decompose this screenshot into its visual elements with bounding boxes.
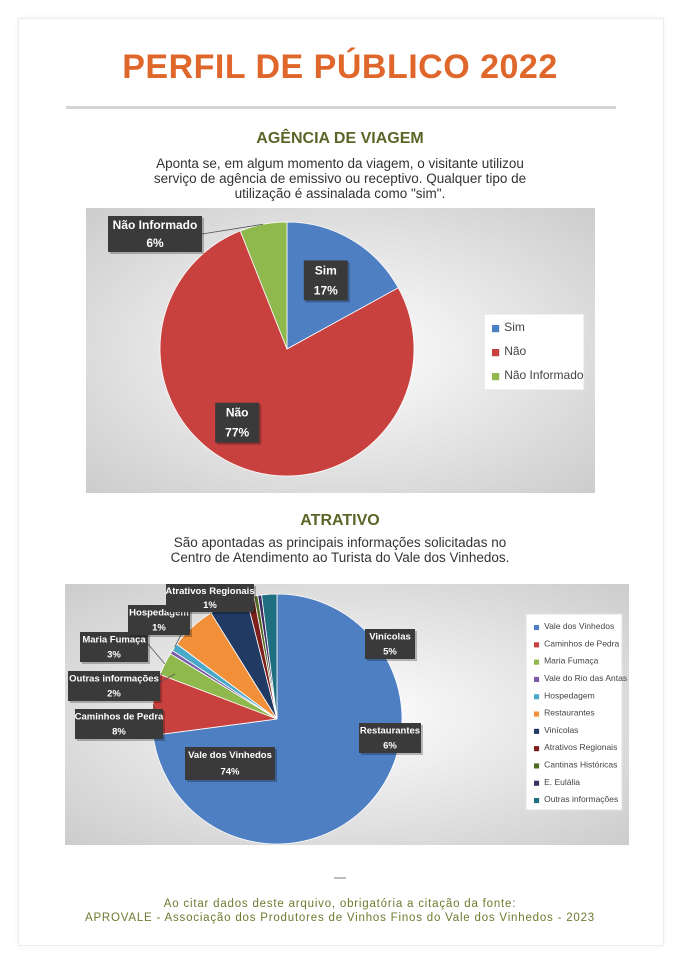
svg-text:Outras informações: Outras informações xyxy=(544,794,618,804)
svg-text:6%: 6% xyxy=(146,236,164,250)
pie-slice-vale-dos-vinhedos xyxy=(152,593,403,845)
legend-item-nao: Não xyxy=(492,344,527,358)
svg-text:8%: 8% xyxy=(112,726,126,737)
svg-text:77%: 77% xyxy=(225,426,249,440)
svg-text:Vinícolas: Vinícolas xyxy=(369,631,411,642)
legend-item-hospedagem: Hospedagem xyxy=(534,690,595,700)
chart-legend: Sim Não Não Informado xyxy=(483,313,585,391)
svg-text:Hospedagem: Hospedagem xyxy=(129,607,189,618)
svg-text:Atrativos Regionais: Atrativos Regionais xyxy=(165,586,254,597)
section1-description: Aponta se, em algum momento da viagem, o… xyxy=(110,156,570,201)
legend-item-caminhos-de-pedra: Caminhos de Pedra xyxy=(534,638,619,648)
data-label-outras-informacoes: Outras informações 2% xyxy=(68,671,176,703)
svg-text:1%: 1% xyxy=(203,600,217,611)
chart-agencia: Sim 17% Não 77% Não Informado 6% Sim Não Não Inf… xyxy=(86,208,595,493)
svg-text:Outras informações: Outras informações xyxy=(69,673,159,684)
svg-text:Vale do Rio das Antas: Vale do Rio das Antas xyxy=(544,673,627,683)
data-label-atrativos-regionais: Atrativos Regionais 1% xyxy=(165,584,256,614)
data-label-nao-informado: Não Informado 6% xyxy=(108,216,264,254)
section1-heading: AGÊNCIA DE VIAGEM xyxy=(256,130,424,147)
legend-item-sim: Sim xyxy=(492,320,525,334)
data-label-sim: Sim 17% xyxy=(303,260,350,303)
svg-text:Vale dos Vinhedos: Vale dos Vinhedos xyxy=(544,621,614,631)
svg-text:Sim: Sim xyxy=(504,320,525,334)
data-label-caminhos-de-pedra: Caminhos de Pedra 8% xyxy=(75,704,165,741)
legend-item-vale-do-rio-das-antas: Vale do Rio das Antas xyxy=(534,673,627,683)
svg-text:Maria Fumaça: Maria Fumaça xyxy=(544,656,599,666)
svg-text:Atrativos Regionais: Atrativos Regionais xyxy=(544,742,617,752)
section1-description-line: Aponta se, em algum momento da viagem, o… xyxy=(156,156,524,171)
svg-text:Sim: Sim xyxy=(315,263,337,277)
footer-source: APROVALE - Associação dos Produtores de … xyxy=(84,912,595,924)
svg-text:Vinícolas: Vinícolas xyxy=(544,725,578,735)
section2-description-line: Centro de Atendimento ao Turista do Vale… xyxy=(170,550,510,565)
data-label-nao: Não 77% xyxy=(215,402,262,445)
section1-description-line: utilização é assinalada como "sim". xyxy=(234,186,446,201)
svg-text:1%: 1% xyxy=(152,622,166,633)
svg-text:3%: 3% xyxy=(107,649,121,660)
svg-text:Restaurantes: Restaurantes xyxy=(544,708,595,718)
svg-text:Não Informado: Não Informado xyxy=(113,218,198,232)
chart-atrativo-svg: Vale dos Vinhedos 74% Restaurantes 6% Viníco… xyxy=(65,584,629,845)
svg-text:Caminhos de Pedra: Caminhos de Pedra xyxy=(75,711,164,722)
legend-item-vinicolas: Vinícolas xyxy=(534,725,578,735)
svg-text:Restaurantes: Restaurantes xyxy=(360,725,420,736)
section2-description: São apontadas as principais informações … xyxy=(110,535,570,565)
footer-dash xyxy=(334,877,346,879)
title-divider xyxy=(66,106,616,109)
legend-item-outras-informacoes: Outras informações xyxy=(534,794,618,804)
section1-description-line: serviço de agência de emissivo ou recept… xyxy=(153,171,527,186)
svg-text:Cantinas Históricas: Cantinas Históricas xyxy=(544,760,617,770)
svg-text:E. Eulália: E. Eulália xyxy=(544,777,580,787)
svg-text:Não: Não xyxy=(226,406,249,420)
svg-text:Não Informado: Não Informado xyxy=(504,368,584,382)
svg-text:2%: 2% xyxy=(107,688,121,699)
data-label-vinicolas: Vinícolas 5% xyxy=(365,629,417,661)
svg-text:Vale dos Vinhedos: Vale dos Vinhedos xyxy=(188,750,272,761)
page-frame xyxy=(18,18,664,946)
data-label-restaurantes: Restaurantes 6% xyxy=(359,723,423,755)
svg-text:6%: 6% xyxy=(383,740,397,751)
pie-slice-outras-informacoes xyxy=(261,593,278,720)
chart-atrativo: Vale dos Vinhedos 74% Restaurantes 6% Viníco… xyxy=(65,584,629,845)
page-title: PERFIL DE PÚBLICO 2022 xyxy=(122,48,558,86)
data-label-maria-fumaca: Maria Fumaça 3% xyxy=(80,632,166,665)
svg-text:Maria Fumaça: Maria Fumaça xyxy=(82,634,146,645)
legend-item-maria-fumaca: Maria Fumaça xyxy=(534,656,599,666)
svg-text:Não: Não xyxy=(504,344,526,358)
svg-text:74%: 74% xyxy=(220,767,240,778)
section2-heading: ATRATIVO xyxy=(300,512,380,529)
footer-citation: Ao citar dados deste arquivo, obrigatóri… xyxy=(163,898,517,910)
section2-description-line: São apontadas as principais informações … xyxy=(173,535,507,550)
legend-item-nao-informado: Não Informado xyxy=(492,368,584,382)
svg-text:Caminhos de Pedra: Caminhos de Pedra xyxy=(544,638,619,648)
svg-text:17%: 17% xyxy=(314,283,338,297)
legend-item-restaurantes: Restaurantes xyxy=(534,708,595,718)
svg-text:Hospedagem: Hospedagem xyxy=(544,690,595,700)
legend-item-cantinas-historicas: Cantinas Históricas xyxy=(534,760,617,770)
legend-item-e-eulalia: E. Eulália xyxy=(534,777,580,787)
svg-text:5%: 5% xyxy=(383,646,397,657)
data-label-vale-dos-vinhedos: Vale dos Vinhedos 74% xyxy=(185,747,277,782)
legend-item-atrativos-regionais: Atrativos Regionais xyxy=(534,742,617,752)
legend-item-vale-dos-vinhedos: Vale dos Vinhedos xyxy=(534,621,614,631)
chart-agencia-svg: Sim 17% Não 77% Não Informado 6% Sim Não Não Inf… xyxy=(86,208,595,493)
chart-legend: Vale dos Vinhedos Caminhos de Pedra Maria … xyxy=(525,613,627,811)
